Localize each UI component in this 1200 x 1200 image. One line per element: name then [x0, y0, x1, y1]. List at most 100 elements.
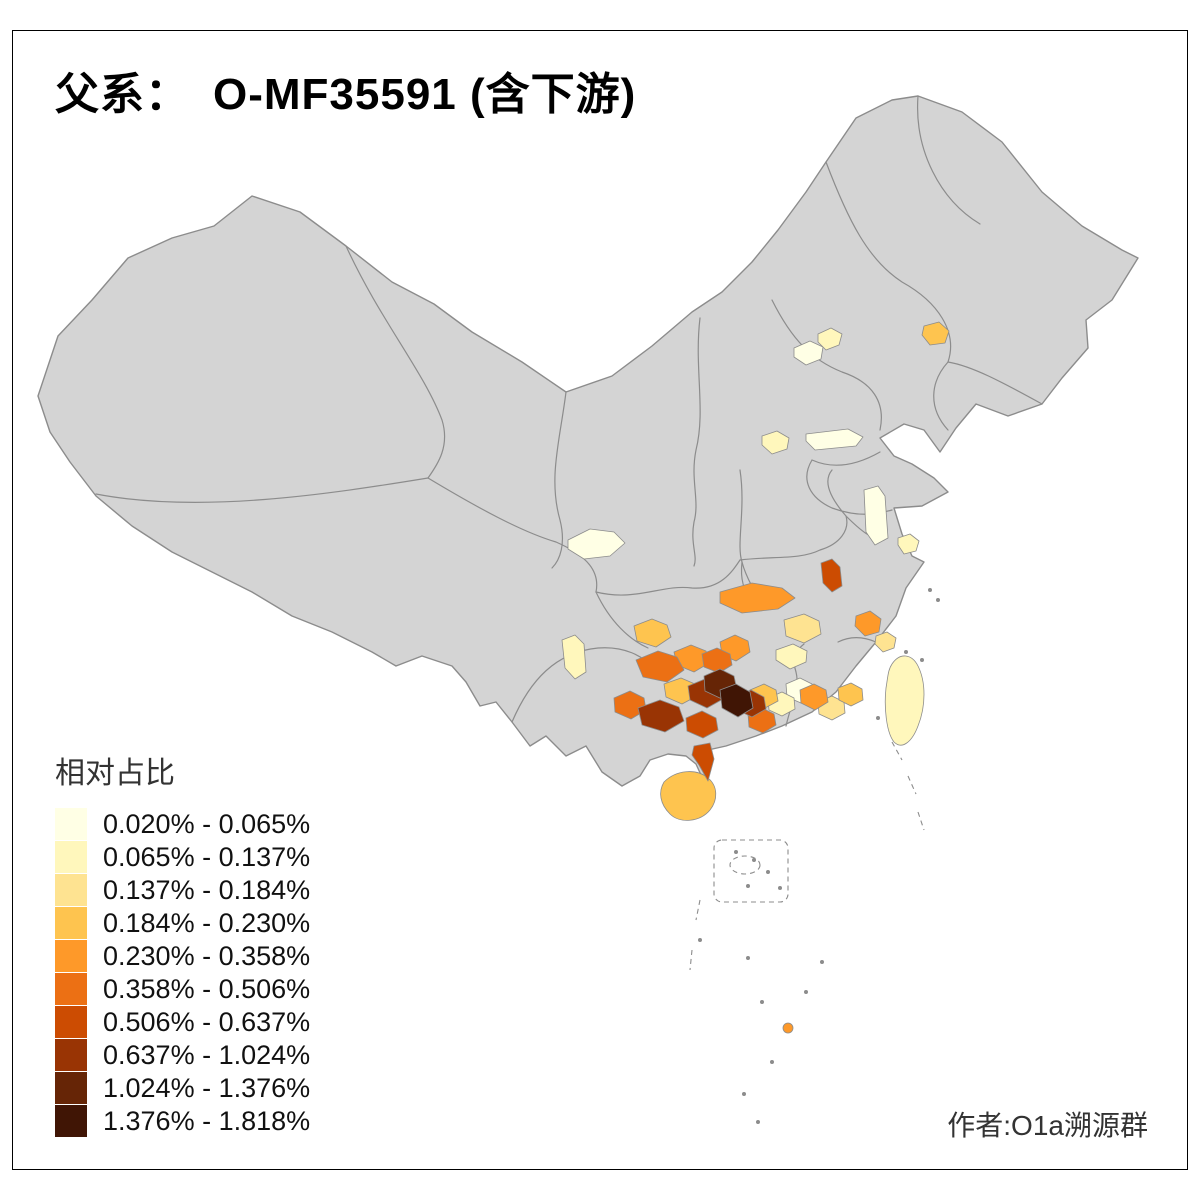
legend-label: 1.024% - 1.376%: [103, 1073, 311, 1103]
province-border-line: [837, 636, 877, 643]
islet-dot: [756, 1120, 760, 1124]
islet-dot: [928, 588, 932, 592]
nine-dash-segment: [891, 741, 903, 761]
province-border-line: [595, 591, 649, 649]
legend-label: 0.358% - 0.506%: [103, 974, 311, 1004]
prefecture-region: [799, 683, 829, 711]
islet-dot: [760, 1000, 764, 1004]
taiwan-island: [884, 655, 925, 746]
province-border-line: [739, 469, 848, 561]
province-borders: [95, 95, 1043, 727]
legend-item: 0.358% - 0.506%: [55, 973, 310, 1005]
islet-dot: [778, 886, 782, 890]
legend-item: 0.184% - 0.230%: [55, 907, 310, 939]
prefecture-region: [921, 321, 950, 346]
nine-dash-segment: [917, 811, 925, 831]
islet-dot: [734, 850, 738, 854]
page-title: 父系： O-MF35591 (含下游): [55, 70, 637, 119]
province-border-line: [917, 95, 981, 225]
south-china-sea-islet: [782, 1022, 794, 1034]
islet-dot: [936, 598, 940, 602]
legend-item: 0.230% - 0.358%: [55, 940, 310, 972]
legend-item: 0.065% - 0.137%: [55, 841, 310, 873]
prefecture-region: [685, 710, 719, 739]
province-border-line: [933, 361, 1043, 431]
prefecture-region: [775, 643, 808, 670]
province-border-line: [95, 477, 429, 503]
islet-dot: [820, 960, 824, 964]
legend-label: 0.637% - 1.024%: [103, 1040, 311, 1070]
prefecture-region: [691, 742, 715, 782]
prefecture-region: [783, 613, 822, 644]
small-islands: [698, 588, 940, 1124]
prefecture-region: [719, 582, 796, 614]
author-credit: 作者:O1a溯源群: [947, 1110, 1148, 1141]
legend-label: 1.376% - 1.818%: [103, 1106, 311, 1136]
nine-dash-segment: [907, 775, 917, 795]
islet-dot: [920, 658, 924, 662]
prefecture-region: [637, 699, 685, 733]
prefecture-region: [719, 683, 754, 718]
prefecture-region: [761, 430, 790, 455]
nine-dash-segment: [689, 949, 693, 971]
legend-item: 0.137% - 0.184%: [55, 874, 310, 906]
prefecture-region: [837, 682, 864, 707]
legend-label: 0.506% - 0.637%: [103, 1007, 311, 1037]
prefecture-region: [854, 610, 882, 637]
island-group-box: [729, 855, 761, 875]
prefecture-region: [874, 631, 897, 653]
prefecture-region: [805, 428, 864, 451]
hainan-island: [660, 771, 717, 821]
prefecture-region: [635, 650, 685, 683]
legend-label: 0.137% - 0.184%: [103, 875, 311, 905]
legend-swatch: [55, 1072, 87, 1104]
legend-label: 0.020% - 0.065%: [103, 809, 311, 839]
province-border-line: [771, 299, 882, 431]
islet-dot: [752, 858, 756, 862]
legend-swatch: [55, 1006, 87, 1038]
province-border-line: [806, 451, 893, 515]
legend-swatch: [55, 907, 87, 939]
legend-item: 0.506% - 0.637%: [55, 1006, 310, 1038]
islet-dot: [770, 1060, 774, 1064]
prefecture-region: [820, 558, 843, 593]
legend-swatch: [55, 1105, 87, 1137]
island-group-box: [713, 839, 789, 903]
legend-label: 0.065% - 0.137%: [103, 842, 311, 872]
islet-dot: [766, 870, 770, 874]
prefecture-region: [817, 327, 843, 351]
legend-title: 相对占比: [55, 757, 175, 790]
legend-swatch: [55, 973, 87, 1005]
prefecture-region: [793, 340, 824, 366]
legend-swatch: [55, 940, 87, 972]
south-china-sea-dashed-boundaries: [689, 741, 925, 971]
islet-dot: [904, 650, 908, 654]
legend-swatch: [55, 841, 87, 873]
prefecture-regions: [561, 321, 950, 1034]
prefecture-region: [567, 528, 626, 560]
province-border-line: [595, 559, 741, 596]
legend-item: 1.376% - 1.818%: [55, 1105, 310, 1137]
legend-swatch: [55, 808, 87, 840]
china-mainland: [37, 95, 1139, 787]
islet-dot: [742, 1092, 746, 1096]
legend: 相对占比 0.020% - 0.065% 0.065% - 0.137% 0.1…: [55, 748, 310, 1138]
prefecture-region: [561, 634, 587, 680]
islet-dot: [746, 956, 750, 960]
legend-label: 0.184% - 0.230%: [103, 908, 311, 938]
province-border-line: [345, 245, 446, 479]
islet-dot: [698, 938, 702, 942]
islet-dot: [746, 884, 750, 888]
legend-label: 0.230% - 0.358%: [103, 941, 311, 971]
legend-item: 0.637% - 1.024%: [55, 1039, 310, 1071]
prefecture-region: [863, 485, 889, 546]
nine-dash-segment: [695, 899, 701, 921]
islet-dot: [804, 990, 808, 994]
prefecture-region: [701, 647, 733, 674]
prefecture-region: [897, 533, 920, 555]
province-border-line: [511, 647, 653, 723]
legend-swatch: [55, 874, 87, 906]
province-border-line: [692, 317, 701, 567]
